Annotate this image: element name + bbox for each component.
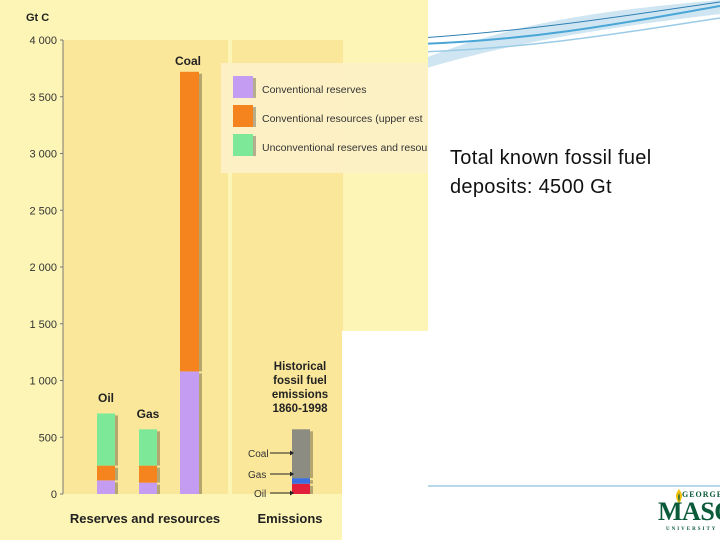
emissions-callout-arrow — [290, 450, 294, 456]
y-tick-label: 3 000 — [29, 149, 57, 161]
bar-segment — [139, 429, 157, 466]
legend-swatch-shade — [253, 78, 256, 98]
legend-box — [221, 63, 428, 173]
slide-header-swoosh — [419, 0, 720, 70]
y-tick-label: 2 500 — [29, 205, 57, 217]
bar-segment-shade — [199, 73, 202, 372]
logo-flame-icon — [675, 489, 683, 505]
bar-segment-shade — [310, 431, 313, 479]
emissions-segment-label: Oil — [254, 489, 266, 500]
y-tick-label: 4 000 — [29, 35, 57, 47]
logo-word-bottom: UNIVERSITY — [666, 527, 718, 532]
logo-word-main: MASON — [658, 497, 720, 526]
bar-label-oil: Oil — [98, 391, 114, 405]
bar-label-gas: Gas — [137, 407, 160, 421]
y-tick-label: 2 000 — [29, 262, 57, 274]
bar-segment — [292, 478, 310, 484]
bar-segment-shade — [157, 431, 160, 466]
bar-label-emissions-line: emissions — [272, 389, 328, 401]
bar-segment — [180, 371, 199, 494]
bar-label-coal: Coal — [175, 54, 201, 68]
caption-line-1: Total known fossil fuel — [450, 147, 652, 169]
bar-segment-shade — [157, 484, 160, 494]
emissions-segment-label: Coal — [248, 449, 269, 460]
logo-word-top: GEORGE — [682, 490, 720, 499]
y-tick-label: 500 — [39, 432, 57, 444]
legend-swatch-shade — [253, 136, 256, 156]
bar-segment — [139, 465, 157, 483]
chart-crop-mask — [342, 331, 428, 540]
bar-segment — [97, 413, 115, 466]
bar-segment-shade — [115, 482, 118, 494]
bar-segment-shade — [199, 373, 202, 494]
bar-segment-shade — [310, 485, 313, 494]
legend-entry-label: Conventional reserves — [262, 84, 366, 96]
emissions-segment-label: Gas — [248, 470, 266, 481]
section-band-reserves — [63, 40, 228, 494]
bar-segment — [180, 71, 199, 372]
bar-segment — [292, 429, 310, 479]
bar-segment — [139, 482, 157, 494]
emissions-callout-arrow — [290, 490, 294, 496]
emissions-callout-arrow — [290, 471, 294, 477]
fossil-fuel-chart: 0 500 1 000 1 500 2 000 2 500 3 000 3 500 4 000 G… — [26, 12, 428, 540]
y-tick-label: 0 — [51, 489, 57, 501]
section-label-emissions: Emissions — [257, 511, 322, 526]
y-tick-label: 1 500 — [29, 319, 57, 331]
bar-segment-shade — [115, 467, 118, 481]
bar-segment-shade — [115, 415, 118, 466]
y-tick-label: 3 500 — [29, 92, 57, 104]
y-tick-label: 1 000 — [29, 376, 57, 388]
legend-entry-label: Unconventional reserves and resou — [262, 142, 427, 154]
legend-entry-label: Conventional resources (upper est — [262, 113, 423, 125]
bar-segment — [97, 465, 115, 481]
bar-segment — [97, 480, 115, 494]
bar-segment-shade — [157, 467, 160, 483]
bar-segment — [292, 483, 310, 494]
bar-label-emissions-line: 1860-1998 — [273, 403, 329, 415]
bar-label-emissions-line: fossil fuel — [273, 375, 327, 387]
bar-segment-shade — [310, 480, 313, 484]
bar-label-emissions-line: Historical — [274, 361, 326, 373]
legend-swatch — [233, 105, 253, 127]
caption-line-2: deposits: 4500 Gt — [450, 176, 612, 198]
caption-text: Total known fossil fuel deposits: 4500 G… — [450, 144, 720, 202]
legend-swatch — [233, 134, 253, 156]
legend-swatch — [233, 76, 253, 98]
legend-swatch-shade — [253, 107, 256, 127]
university-logo: GEORGE MASON UNIVERSITY — [658, 488, 720, 538]
section-label-reserves: Reserves and resources — [70, 511, 220, 526]
y-axis-label: Gt C — [26, 12, 49, 24]
